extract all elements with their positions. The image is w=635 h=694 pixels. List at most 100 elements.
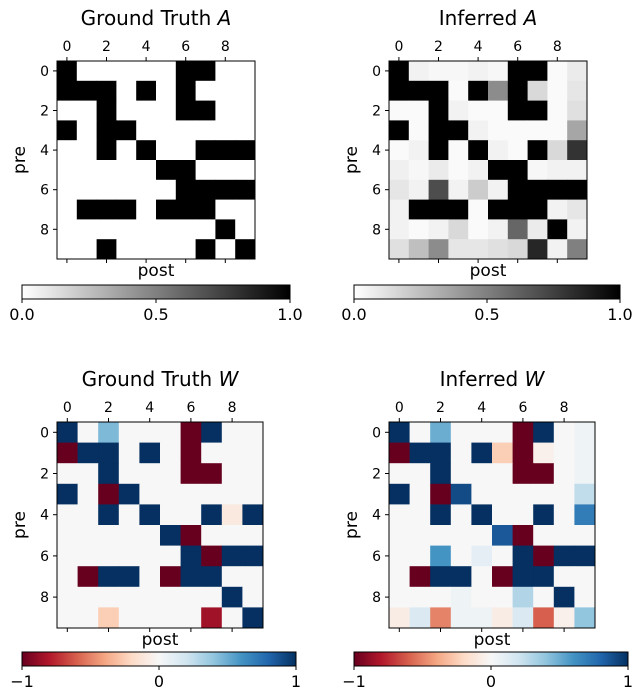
x-tick-label: 2 xyxy=(436,400,445,416)
heatmap-cell xyxy=(527,219,548,240)
heatmap-cell xyxy=(574,483,596,505)
heatmap-cell xyxy=(389,504,410,526)
heatmap-cell xyxy=(468,100,489,121)
heatmap-cell xyxy=(76,160,97,181)
heatmap-cell xyxy=(139,545,161,567)
heatmap-cell xyxy=(76,179,97,200)
heatmap-cell xyxy=(389,199,410,220)
heatmap-cell xyxy=(57,607,78,629)
colorbar xyxy=(21,284,291,300)
heatmap-cell xyxy=(180,442,202,464)
heatmap-cell xyxy=(527,160,548,181)
y-tick-label: 8 xyxy=(40,590,49,606)
heatmap-cell xyxy=(450,422,472,443)
heatmap-cell xyxy=(139,525,161,546)
heatmap-cell xyxy=(448,140,469,161)
heatmap-cell xyxy=(574,607,596,629)
heatmap-cell xyxy=(547,61,568,82)
heatmap-cell xyxy=(118,525,140,546)
heatmap-cell xyxy=(408,80,429,101)
heatmap-cell xyxy=(96,219,117,240)
x-tick-label: 8 xyxy=(553,39,562,55)
heatmap-cell xyxy=(574,566,596,588)
heatmap-cell xyxy=(533,483,555,505)
heatmap-cell xyxy=(448,100,469,121)
heatmap-cell xyxy=(118,607,140,629)
heatmap-cell xyxy=(533,525,555,546)
heatmap-cell xyxy=(57,120,78,141)
y-tick-label: 4 xyxy=(40,508,49,524)
heatmap-cell xyxy=(201,566,223,588)
heatmap-cell xyxy=(533,442,555,464)
heatmap-cell xyxy=(492,483,513,505)
y-tick-label: 0 xyxy=(40,425,49,441)
heatmap-cell xyxy=(160,483,181,505)
heatmap-cell xyxy=(215,199,236,220)
heatmap-cell xyxy=(201,586,223,608)
heatmap-cell xyxy=(195,219,216,240)
heatmap-cell xyxy=(139,586,161,608)
heatmap-cell xyxy=(201,607,223,629)
heatmap-cell xyxy=(77,525,99,546)
x-tick-label: 0 xyxy=(63,400,72,416)
heatmap-cell xyxy=(215,239,236,260)
heatmap-cell xyxy=(96,179,117,200)
heatmap-cell xyxy=(567,219,588,240)
heatmap-cell xyxy=(175,199,196,220)
heatmap-cell xyxy=(492,607,513,629)
heatmap-cell xyxy=(160,422,181,443)
heatmap-cell xyxy=(409,504,431,526)
heatmap-cell xyxy=(527,199,548,220)
heatmap-cell xyxy=(488,120,509,141)
heatmap-cell xyxy=(428,160,449,181)
heatmap-cell xyxy=(430,607,452,629)
heatmap-cell xyxy=(448,199,469,220)
x-tick-label: 2 xyxy=(104,400,113,416)
panel-ground-truth-w: Ground Truth W post pre 0 2 4 6 8 0 2 4 6 8 −1 0 1 xyxy=(10,367,301,691)
heatmap-cell xyxy=(57,545,78,567)
x-tick-label: 6 xyxy=(181,39,190,55)
heatmap-cell xyxy=(428,179,449,200)
x-tick-label: 4 xyxy=(142,39,151,55)
heatmap-cell xyxy=(512,566,534,588)
heatmap-cell xyxy=(98,463,120,485)
heatmap-cell xyxy=(235,120,256,141)
heatmap-cell xyxy=(492,545,513,567)
heatmap-cell xyxy=(533,607,555,629)
heatmap-cell xyxy=(408,140,429,161)
heatmap-cell xyxy=(156,100,177,121)
heatmap-cell xyxy=(57,199,78,220)
heatmap-cell xyxy=(389,120,410,141)
heatmap-cell xyxy=(471,442,493,464)
heatmap-cell xyxy=(389,483,410,505)
heatmap-cell xyxy=(57,100,78,121)
heatmap-cell xyxy=(430,545,452,567)
heatmap-cell xyxy=(488,140,509,161)
heatmap-cell xyxy=(221,566,243,588)
x-tick-label: 4 xyxy=(145,400,154,416)
heatmap-cell xyxy=(389,140,410,161)
panel-title: Ground Truth A xyxy=(81,6,232,30)
x-tick-label: 0 xyxy=(62,39,71,55)
heatmap-cell xyxy=(450,442,472,464)
heatmap-cell xyxy=(547,120,568,141)
heatmap-cell xyxy=(430,463,452,485)
x-tick-label: 8 xyxy=(560,400,569,416)
heatmap-cell xyxy=(160,566,181,588)
heatmap-cell xyxy=(139,607,161,629)
heatmap-cells xyxy=(389,61,588,260)
heatmap-cell xyxy=(156,199,177,220)
heatmap-cell xyxy=(389,100,410,121)
heatmap-cell xyxy=(195,239,216,260)
heatmap-cell xyxy=(468,80,489,101)
heatmap-cell xyxy=(512,463,534,485)
heatmap-cell xyxy=(389,422,410,443)
x-tick-label: 4 xyxy=(477,400,486,416)
heatmap-cell xyxy=(553,525,575,546)
heatmap-cell xyxy=(448,80,469,101)
heatmap-cell xyxy=(175,140,196,161)
colorbar xyxy=(353,651,629,667)
heatmap-cell xyxy=(175,80,196,101)
plot-frame xyxy=(388,421,596,629)
